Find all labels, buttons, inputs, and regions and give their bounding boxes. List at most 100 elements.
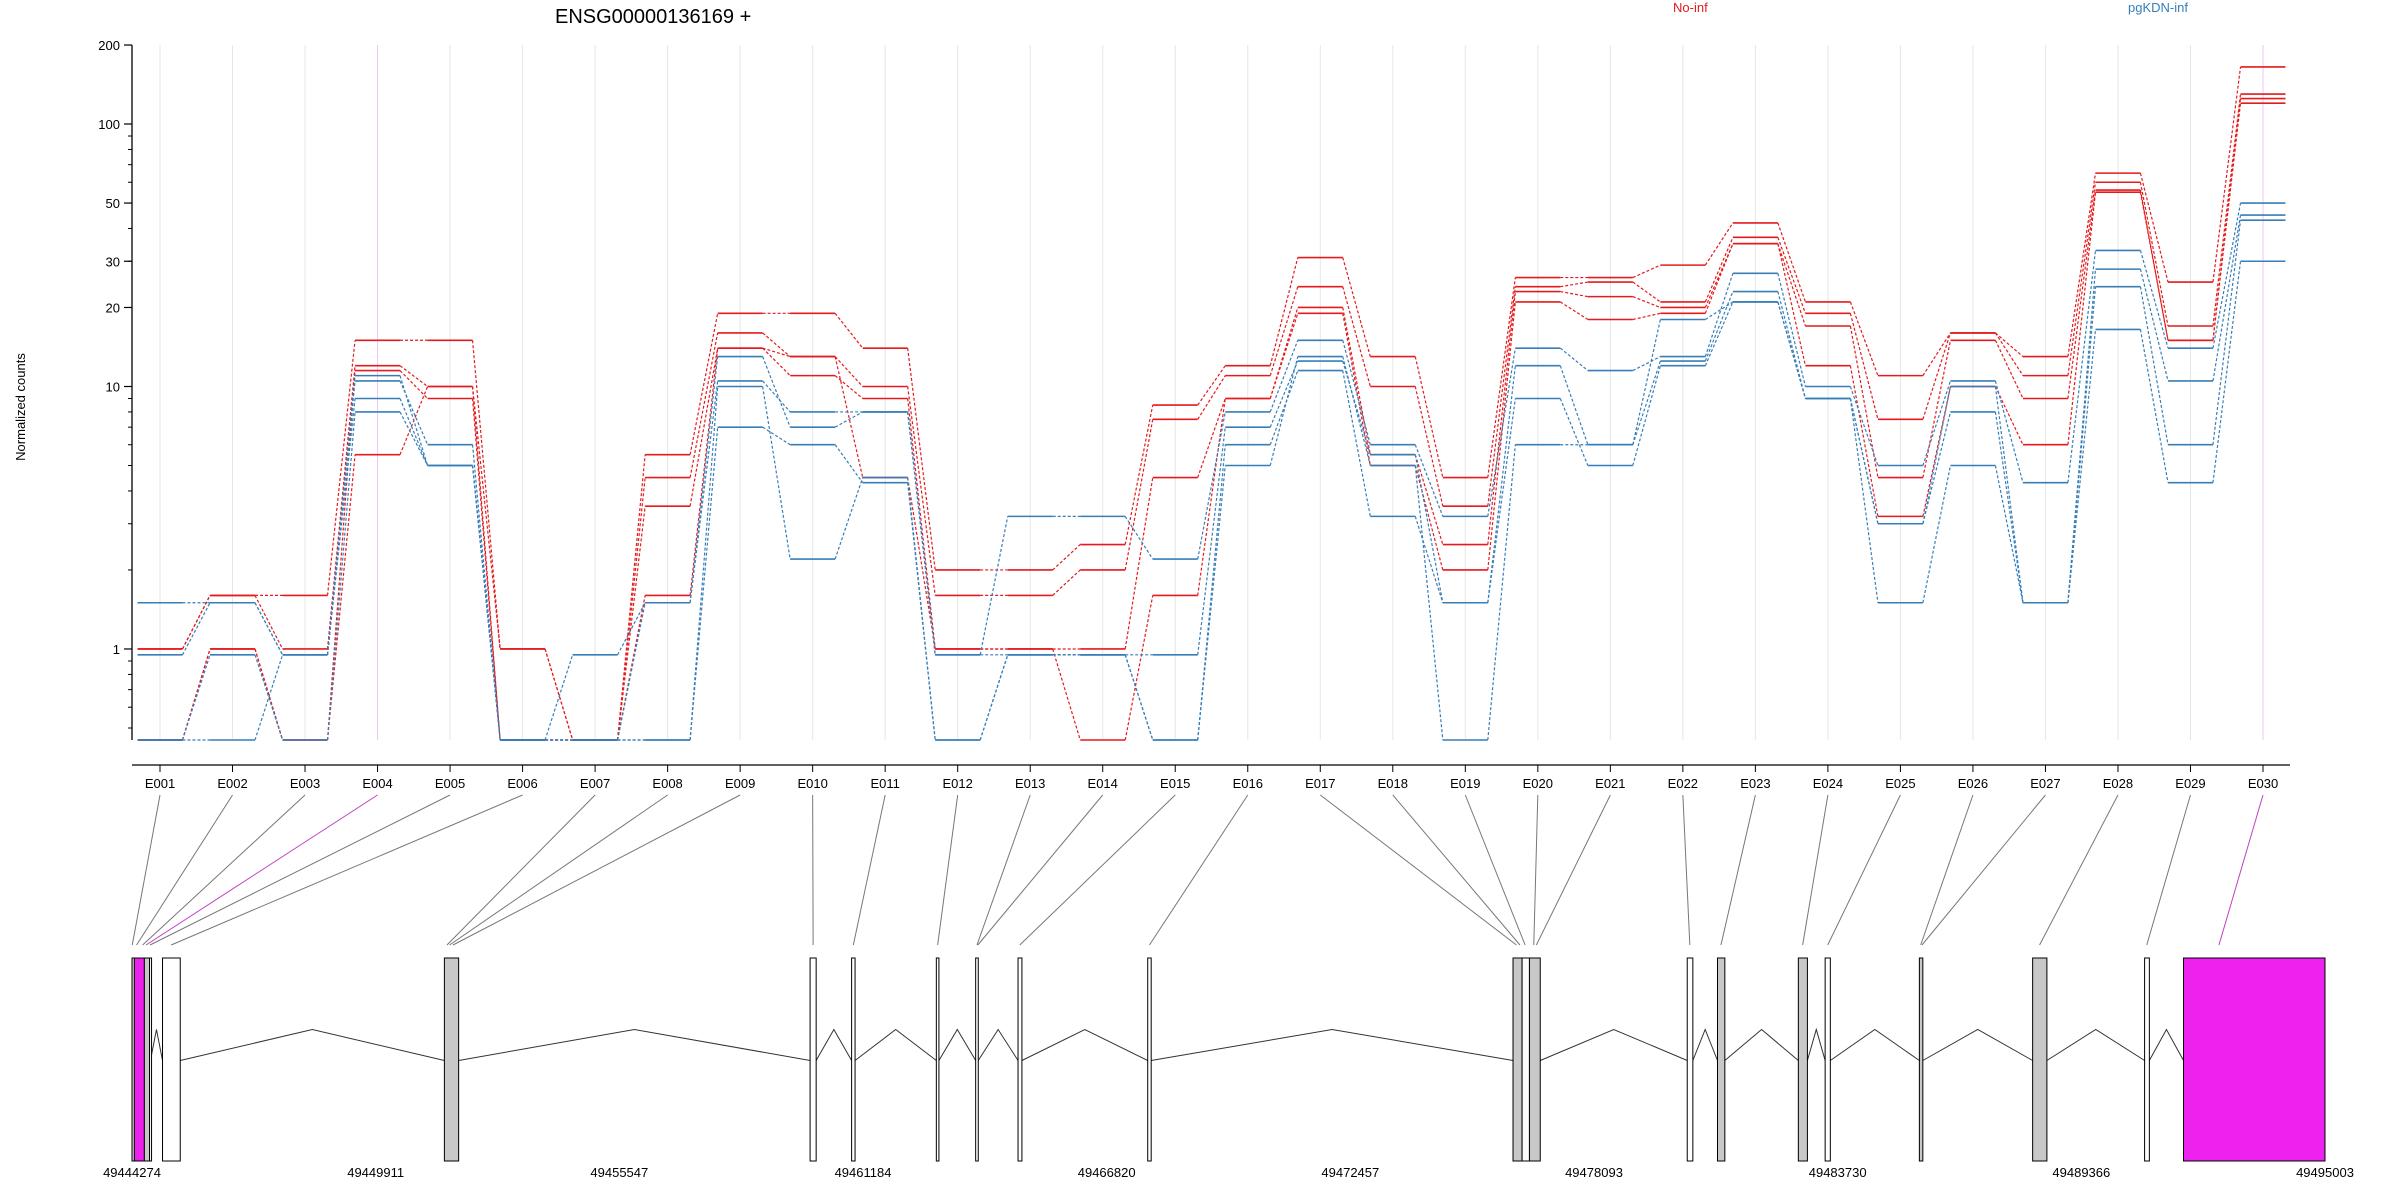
- exon-link-e016: [1149, 794, 1249, 946]
- exon-block: [2183, 957, 2326, 1162]
- exon-block: [162, 957, 181, 1162]
- series-no-inf-2: [137, 93, 2286, 741]
- series-connector: [1414, 465, 1444, 571]
- series-no-inf-4: [137, 102, 2286, 741]
- series-connector: [1197, 365, 1226, 406]
- series-connector: [1559, 347, 1589, 372]
- coordinate-tick-label: 49444274: [103, 1165, 161, 1180]
- series-connector: [1414, 465, 1444, 741]
- series-connector: [1487, 398, 1516, 603]
- y-tick-label: 30: [106, 254, 120, 269]
- series-connector: [1922, 332, 1952, 420]
- series-connector: [689, 348, 719, 596]
- exon-link-e005: [149, 794, 451, 946]
- series-connector: [1414, 444, 1444, 517]
- series-connector: [1849, 301, 1879, 376]
- series-connector: [1269, 356, 1299, 466]
- x-tick-label-e012: E012: [943, 776, 973, 791]
- series-connector: [399, 398, 429, 466]
- x-tick-label-e003: E003: [290, 776, 320, 791]
- exon-block: [2144, 957, 2150, 1162]
- series-connector: [1124, 419, 1154, 571]
- series-connector: [1704, 222, 1734, 266]
- series-connector: [1269, 307, 1299, 399]
- series-connector: [2212, 66, 2242, 283]
- coordinate-tick-label: 49455547: [590, 1165, 648, 1180]
- series-pgkdn-inf-7: [137, 219, 2286, 741]
- series-connector: [907, 477, 936, 650]
- y-tick-label: 100: [98, 117, 120, 132]
- series-connector: [2067, 182, 2097, 376]
- intron: [938, 1028, 977, 1061]
- series-connector: [616, 506, 646, 741]
- series-connector: [1487, 286, 1516, 507]
- exon-link-e011: [852, 794, 886, 946]
- series-connector: [1777, 243, 1807, 366]
- series-pgkdn-inf-5: [137, 202, 2286, 741]
- intron: [1724, 1028, 1799, 1061]
- series-connector: [1197, 427, 1226, 655]
- exon-link-e008: [449, 794, 668, 946]
- legend-label-pgkdn-inf: pgKDN-inf: [2128, 0, 2188, 15]
- exon-block: [133, 957, 145, 1162]
- series-connector: [907, 348, 936, 571]
- series-connector: [1560, 281, 1588, 288]
- series-connector: [1922, 411, 1952, 524]
- series-connector: [762, 386, 791, 560]
- series-connector: [2067, 173, 2097, 357]
- x-tick-label-e013: E013: [1015, 776, 1045, 791]
- series-connector: [616, 602, 646, 741]
- coordinate-tick-label: 49489366: [2052, 1165, 2110, 1180]
- series-connector: [181, 595, 211, 650]
- x-tick-label-e002: E002: [217, 776, 247, 791]
- series-connector: [1487, 291, 1516, 545]
- series-connector: [1777, 273, 1806, 387]
- series-connector: [254, 648, 284, 741]
- coordinate-tick-label: 49461184: [835, 1165, 892, 1180]
- series-connector: [762, 426, 791, 446]
- y-tick-label: 10: [106, 379, 120, 394]
- series-connector: [1487, 277, 1516, 478]
- exon-link-e026: [1920, 794, 1974, 946]
- series-connector: [1124, 595, 1154, 741]
- series-connector: [834, 356, 864, 387]
- series-connector: [1052, 569, 1081, 596]
- exon-link-e018: [1392, 794, 1521, 946]
- exon-block: [1797, 957, 1808, 1162]
- series-connector: [1849, 386, 1879, 466]
- x-tick-label-e024: E024: [1813, 776, 1843, 791]
- x-tick-label-e016: E016: [1233, 776, 1263, 791]
- series-connector: [1414, 516, 1444, 603]
- series-connector: [2139, 268, 2169, 382]
- x-tick-label-e009: E009: [725, 776, 755, 791]
- series-connector: [399, 370, 429, 399]
- series-connector: [1777, 222, 1806, 303]
- series-connector: [1632, 264, 1661, 279]
- x-tick-label-e023: E023: [1740, 776, 1770, 791]
- series-connector: [2212, 103, 2242, 341]
- intron: [458, 1028, 811, 1061]
- exon-link-e022: [1682, 794, 1691, 946]
- series-connector: [1704, 273, 1734, 357]
- series-connector: [2212, 94, 2242, 327]
- series-connector: [1922, 332, 1951, 376]
- exon-block: [1686, 957, 1694, 1162]
- series-connector: [616, 454, 646, 741]
- exon-block: [443, 957, 460, 1162]
- series-connector: [1124, 516, 1154, 560]
- x-tick-label-e001: E001: [145, 776, 175, 791]
- series-connector: [1124, 404, 1154, 545]
- series-connector: [1704, 243, 1734, 314]
- series-connector: [689, 313, 719, 455]
- series-connector: [1704, 301, 1734, 366]
- intron: [1806, 1027, 1826, 1061]
- coordinate-tick-label: 49472457: [1321, 1165, 1379, 1180]
- series-connector: [181, 654, 211, 741]
- exon-block: [143, 957, 151, 1162]
- intron: [149, 1029, 164, 1061]
- intron: [1830, 1028, 1920, 1061]
- series-connector: [1704, 243, 1734, 308]
- series-connector: [1197, 398, 1226, 596]
- series-connector: [1197, 465, 1226, 741]
- x-tick-label-e005: E005: [435, 776, 465, 791]
